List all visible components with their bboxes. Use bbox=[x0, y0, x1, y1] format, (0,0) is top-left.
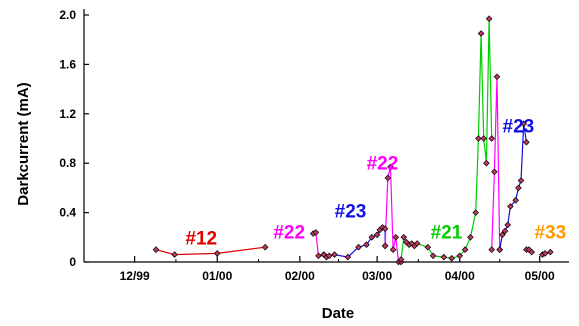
series-annotation: #22 bbox=[367, 153, 399, 174]
data-point bbox=[413, 240, 421, 247]
data-point bbox=[368, 234, 376, 241]
data-point bbox=[400, 234, 408, 241]
data-point bbox=[392, 234, 400, 241]
data-point bbox=[363, 241, 370, 248]
data-point bbox=[344, 253, 352, 261]
data-point bbox=[429, 252, 437, 260]
data-point bbox=[477, 30, 485, 37]
data-point bbox=[480, 135, 487, 142]
data-point bbox=[467, 234, 474, 241]
y-tick-label: 1.6 bbox=[59, 57, 76, 71]
data-point bbox=[475, 135, 482, 142]
series-annotation: #23 bbox=[503, 116, 535, 137]
data-point bbox=[384, 174, 392, 182]
data-point bbox=[483, 159, 490, 167]
x-tick-label: 12/99 bbox=[120, 269, 150, 283]
data-point bbox=[488, 246, 495, 253]
data-point bbox=[501, 227, 509, 235]
x-tick-label: 02/00 bbox=[285, 269, 315, 283]
data-point bbox=[491, 168, 498, 176]
y-axis-title: Darkcurrent (mA) bbox=[15, 82, 32, 205]
series-line bbox=[155, 246, 266, 256]
x-tick-label: 03/00 bbox=[362, 269, 392, 283]
series-line bbox=[312, 231, 324, 257]
x-tick-label: 05/00 bbox=[525, 269, 555, 283]
data-point bbox=[171, 251, 178, 258]
series-annotation: #21 bbox=[431, 223, 463, 244]
data-point bbox=[424, 243, 432, 251]
x-tick-label: 01/00 bbox=[202, 269, 232, 283]
data-point bbox=[485, 15, 493, 22]
data-point bbox=[499, 231, 506, 239]
data-point bbox=[520, 120, 527, 127]
series-line bbox=[491, 76, 501, 250]
series-annotation: #22 bbox=[273, 223, 305, 244]
data-point bbox=[515, 184, 522, 192]
data-point bbox=[331, 251, 338, 258]
data-point bbox=[397, 256, 405, 263]
data-point bbox=[355, 243, 362, 251]
data-point bbox=[512, 196, 519, 204]
data-point bbox=[517, 177, 525, 184]
x-tick-label: 04/00 bbox=[445, 269, 475, 283]
plot-area: 0 0.4 0.8 1.2 1.6 2.0 12/99 01/00 02/00 03/00 04/0… bbox=[59, 8, 569, 283]
data-point bbox=[213, 250, 221, 257]
y-tick-label: 1.2 bbox=[59, 107, 76, 121]
data-point bbox=[387, 163, 394, 171]
data-point bbox=[461, 246, 469, 253]
series-line bbox=[323, 226, 386, 258]
data-point bbox=[507, 203, 514, 210]
data-point bbox=[496, 246, 503, 253]
data-point bbox=[472, 209, 479, 216]
data-point bbox=[493, 73, 501, 80]
data-point bbox=[381, 242, 389, 250]
y-tick-label: 2.0 bbox=[59, 8, 76, 22]
data-point bbox=[528, 248, 535, 256]
series-annotation: #23 bbox=[335, 202, 367, 223]
data-point bbox=[152, 246, 160, 253]
data-point bbox=[325, 252, 333, 260]
y-tick-label: 0.4 bbox=[59, 206, 76, 220]
data-point bbox=[389, 246, 397, 253]
data-point bbox=[541, 250, 549, 257]
data-point bbox=[448, 255, 455, 262]
x-axis-title: Date bbox=[322, 305, 355, 322]
data-point bbox=[547, 248, 554, 256]
data-point bbox=[488, 135, 495, 142]
y-tick-label: 0.8 bbox=[59, 156, 76, 170]
data-point bbox=[440, 253, 448, 261]
data-point bbox=[261, 243, 269, 251]
series-annotation: #12 bbox=[185, 229, 217, 250]
series-annotation: #33 bbox=[534, 223, 566, 244]
y-tick-label: 0 bbox=[69, 255, 76, 269]
data-point bbox=[373, 231, 381, 239]
data-point bbox=[523, 138, 530, 146]
data-point bbox=[315, 252, 322, 260]
data-point bbox=[456, 252, 463, 260]
data-point bbox=[504, 221, 511, 229]
data-point bbox=[381, 225, 389, 232]
data-point bbox=[312, 229, 320, 236]
